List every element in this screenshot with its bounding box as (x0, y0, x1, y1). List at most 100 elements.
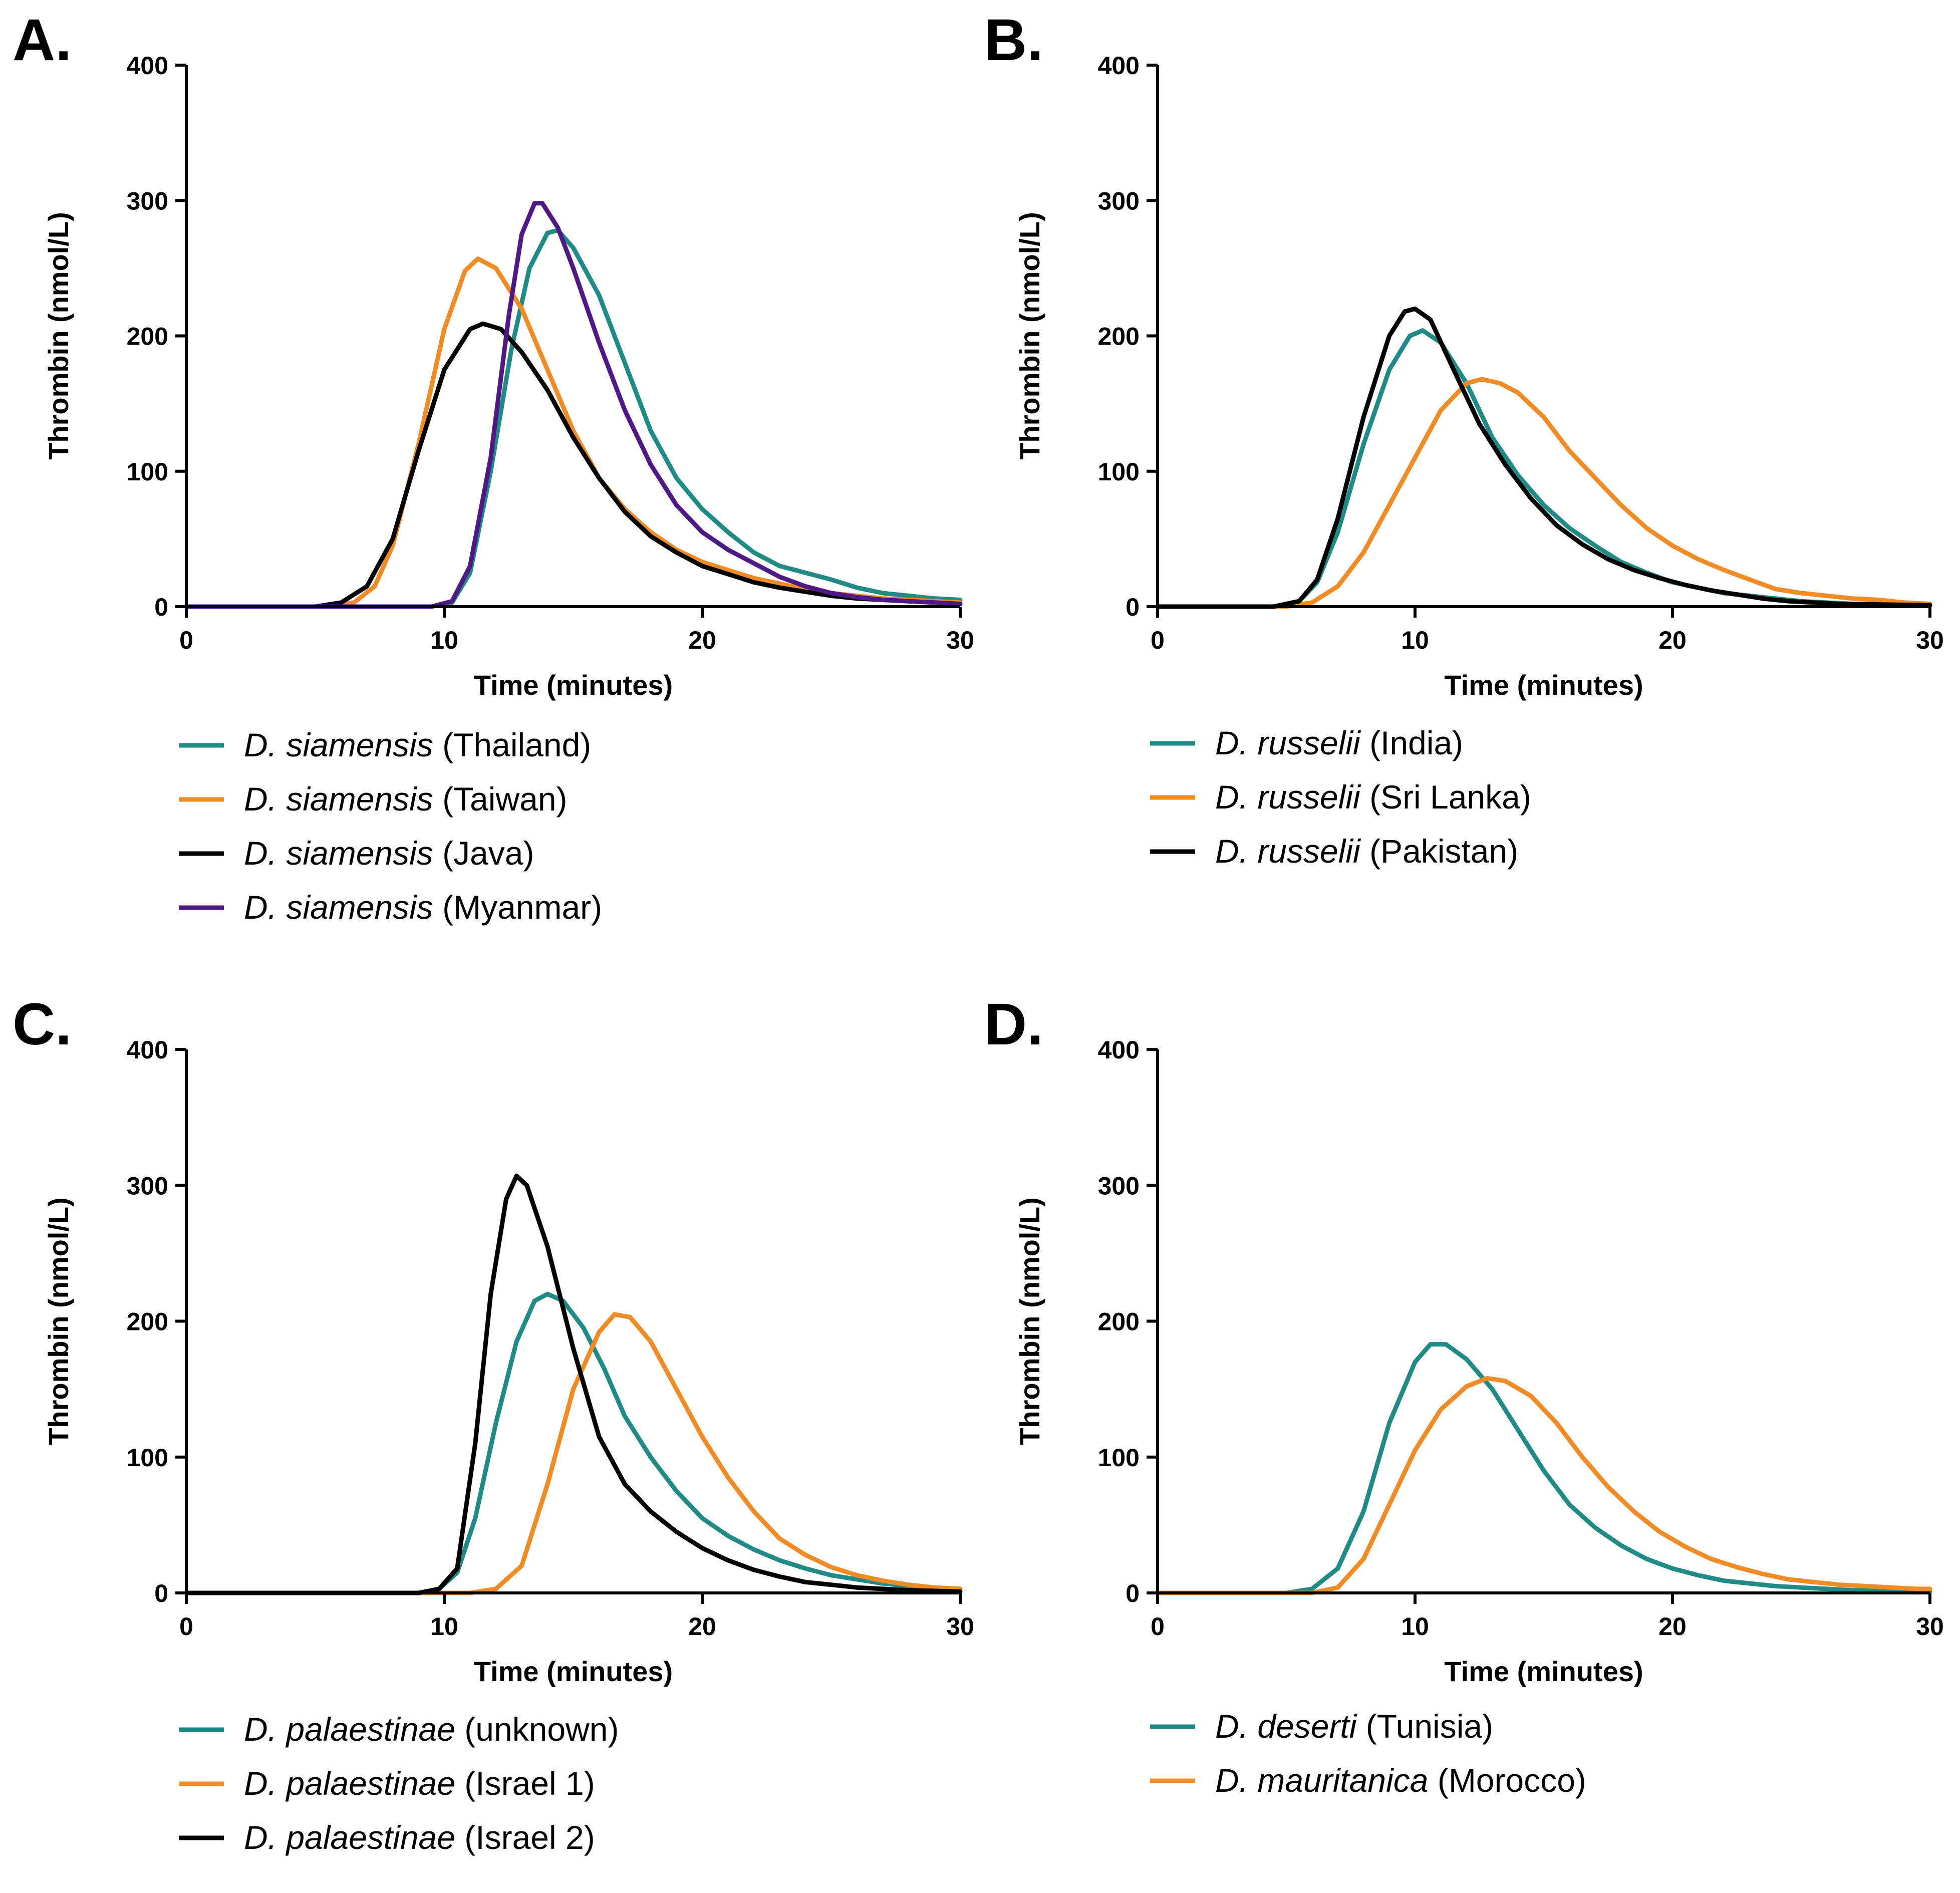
y-tick-label: 300 (1098, 1172, 1140, 1200)
legend-item: D. deserti (Tunisia) (1150, 1708, 1493, 1745)
legend-genus: D. (244, 889, 277, 926)
series-line-siamensis-0 (184, 228, 963, 609)
legend-label: D. siamensis (Java) (244, 835, 534, 872)
x-tick-label: 0 (1151, 626, 1165, 654)
y-tick-label: 400 (127, 1036, 168, 1064)
x-tick-label: 20 (688, 626, 716, 654)
legend-species: palaestinae (285, 1819, 455, 1856)
y-tick-label: 100 (1098, 458, 1140, 486)
x-tick-label: 30 (1916, 1612, 1944, 1641)
legend-label: D. russelii (Sri Lanka) (1215, 778, 1531, 816)
y-axis-title: Thrombin (nmol/L) (43, 1197, 74, 1445)
legend-species: siamensis (286, 889, 433, 926)
series-line-deserti-0 (1155, 1342, 1932, 1595)
legend-genus: D. (244, 726, 277, 763)
legend-label: D. palaestinae (Israel 1) (244, 1765, 595, 1802)
y-axis-title: Thrombin (nmol/L) (43, 212, 74, 460)
legend-origin: (Tunisia) (1366, 1708, 1493, 1745)
legend-origin: (India) (1369, 724, 1463, 761)
legend-item: D. russelii (India) (1150, 724, 1463, 761)
chart-panel-c: C. 0 100 200 300 400 0 10 20 30 Time (minutes) Thro… (13, 991, 974, 1856)
y-tick-label: 200 (127, 323, 168, 351)
panel-label: B. (984, 7, 1043, 73)
legend-origin: (Myanmar) (442, 889, 602, 926)
legend-origin: (Thailand) (442, 726, 591, 763)
series-line-palaestinae-1 (184, 1312, 963, 1595)
x-axis-title: Time (minutes) (474, 669, 673, 701)
legend-label: D. russelii (Pakistan) (1215, 833, 1518, 870)
legend-origin: (unknown) (464, 1711, 619, 1748)
y-tick-label: 0 (154, 593, 168, 621)
y-tick-label: 400 (1098, 52, 1140, 80)
legend-label: D. palaestinae (unknown) (244, 1711, 619, 1748)
x-tick-label: 10 (1401, 626, 1429, 654)
series-line-russelii-1 (1155, 377, 1932, 609)
y-tick-label: 200 (127, 1308, 168, 1336)
legend-genus: D. (244, 835, 277, 872)
legend-genus: D. (1215, 1708, 1248, 1745)
legend-origin: (Israel 1) (464, 1765, 595, 1802)
legend-item: D. siamensis (Myanmar) (179, 889, 602, 926)
x-tick-label: 10 (1401, 1612, 1429, 1641)
y-tick-label: 200 (1098, 1308, 1140, 1336)
x-tick-label: 20 (688, 1612, 716, 1641)
legend-label: D. deserti (Tunisia) (1215, 1708, 1493, 1745)
legend-item: D. siamensis (Java) (179, 835, 534, 872)
x-tick-label: 0 (179, 626, 193, 654)
series-line-palaestinae-0 (184, 1291, 963, 1595)
y-tick-label: 300 (127, 187, 168, 215)
y-tick-label: 400 (1098, 1036, 1140, 1064)
y-tick-label: 100 (127, 458, 168, 486)
y-tick-label: 0 (1126, 1579, 1140, 1607)
x-tick-label: 20 (1658, 1612, 1687, 1641)
legend-species: palaestinae (285, 1765, 455, 1802)
x-axis-title: Time (minutes) (474, 1656, 673, 1687)
y-tick-label: 300 (1098, 187, 1140, 215)
legend-item: D. palaestinae (Israel 1) (179, 1765, 595, 1802)
legend-species: deserti (1257, 1708, 1357, 1745)
series-line-russelii-2 (1155, 306, 1932, 609)
x-axis-title: Time (minutes) (1444, 669, 1643, 701)
series-line-mauritanica-1 (1155, 1376, 1932, 1595)
series-line-russelii-0 (1155, 328, 1932, 609)
x-tick-label: 0 (179, 1612, 193, 1641)
legend-item: D. russelii (Pakistan) (1150, 833, 1518, 870)
x-tick-label: 30 (1916, 626, 1944, 654)
x-tick-label: 30 (946, 626, 974, 654)
panel-label: C. (13, 991, 72, 1057)
x-tick-label: 20 (1658, 626, 1687, 654)
x-tick-label: 0 (1151, 1612, 1165, 1641)
legend-origin: (Sri Lanka) (1369, 778, 1531, 816)
series-line-siamensis-1 (184, 256, 963, 609)
legend-species: russelii (1257, 833, 1361, 870)
y-tick-label: 0 (154, 1579, 168, 1607)
legend-origin: (Taiwan) (442, 780, 567, 818)
legend-species: siamensis (286, 726, 433, 763)
legend-species: palaestinae (285, 1711, 455, 1748)
legend-genus: D. (1215, 724, 1248, 761)
legend-species: siamensis (286, 835, 433, 872)
series-line-siamensis-3 (184, 201, 963, 609)
legend: D. russelii (India)D. russelii (Sri Lank… (1150, 724, 1531, 870)
legend-item: D. palaestinae (Israel 2) (179, 1819, 595, 1856)
y-tick-label: 300 (127, 1172, 168, 1200)
y-tick-label: 400 (127, 52, 168, 80)
series-line-siamensis-2 (184, 321, 963, 609)
legend-label: D. palaestinae (Israel 2) (244, 1819, 595, 1856)
legend-genus: D. (1215, 833, 1248, 870)
legend-genus: D. (1215, 1762, 1248, 1799)
legend-species: mauritanica (1257, 1762, 1428, 1799)
panel-label: D. (984, 991, 1043, 1057)
legend-label: D. mauritanica (Morocco) (1215, 1762, 1586, 1799)
legend-origin: (Java) (442, 835, 534, 872)
y-tick-label: 100 (127, 1444, 168, 1472)
legend-genus: D. (244, 1711, 277, 1748)
y-axis-title: Thrombin (nmol/L) (1014, 1197, 1045, 1445)
legend-species: russelii (1257, 724, 1361, 761)
legend-item: D. mauritanica (Morocco) (1150, 1762, 1586, 1799)
chart-panel-d: D. 0 100 200 300 400 0 10 20 30 Time (minutes) Thro… (984, 991, 1944, 1799)
x-tick-label: 30 (946, 1612, 974, 1641)
chart-panel-a: A. 0 100 200 300 400 0 10 20 30 Time (minutes) Thro… (13, 7, 974, 926)
legend-genus: D. (244, 780, 277, 818)
